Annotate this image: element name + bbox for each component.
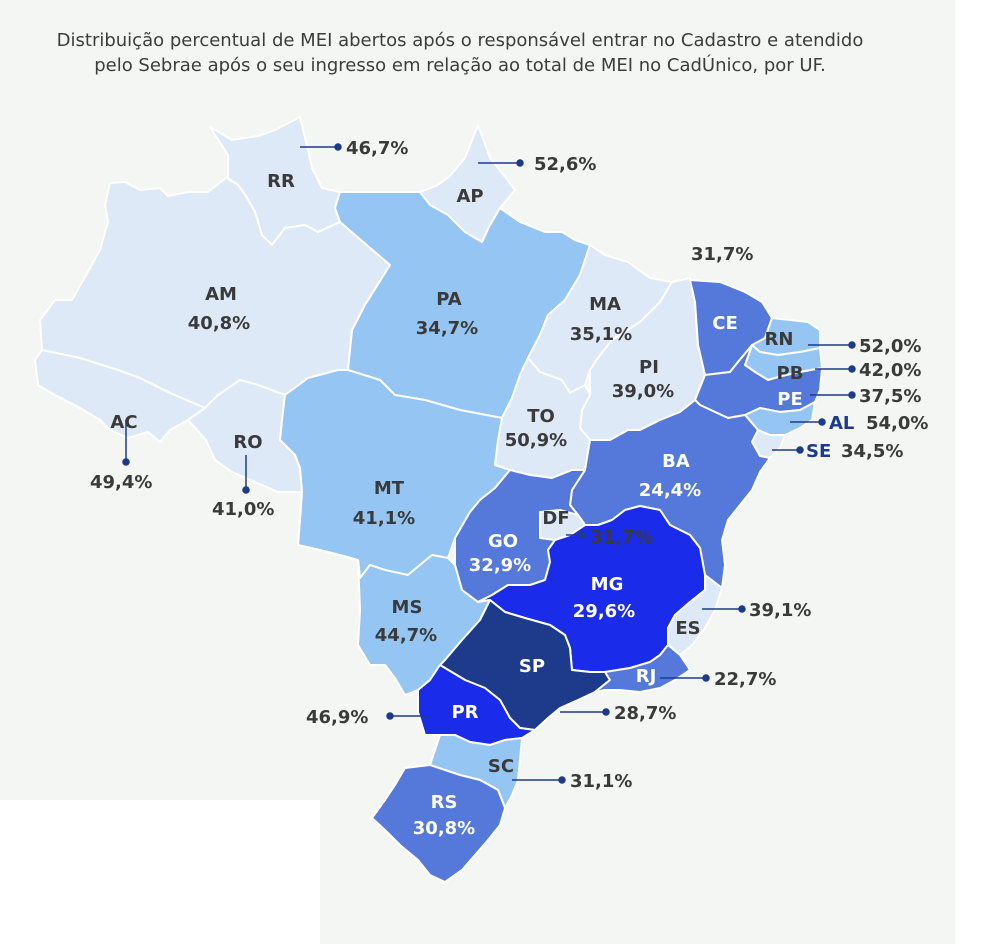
label-df: DF (542, 508, 569, 529)
label-rr: RR (267, 171, 295, 192)
value-al: 54,0% (866, 413, 928, 434)
value-rn: 52,0% (859, 336, 921, 357)
leader-ac-dot (122, 458, 130, 466)
value-ms: 44,7% (375, 625, 437, 646)
leader-rj-dot (702, 674, 710, 682)
value-go: 32,9% (469, 555, 531, 576)
blank-corner (0, 800, 320, 944)
state-rj (594, 644, 691, 693)
label-mg: MG (591, 574, 624, 595)
callout-al-label: AL (829, 413, 854, 434)
value-ma: 35,1% (570, 324, 632, 345)
value-ce: 31,7% (691, 244, 753, 265)
leader-pr-dot (386, 712, 394, 720)
label-mt: MT (374, 478, 405, 499)
value-es: 39,1% (749, 600, 811, 621)
value-ba: 24,4% (639, 480, 701, 501)
label-rn: RN (765, 329, 794, 350)
value-ap: 52,6% (534, 154, 596, 175)
label-go: GO (488, 531, 518, 552)
leader-pe-dot (848, 391, 856, 399)
value-ac: 49,4% (90, 472, 152, 493)
state-rs (371, 764, 506, 883)
leader-df-dot (578, 531, 586, 539)
value-rr: 46,7% (346, 138, 408, 159)
label-ac: AC (110, 412, 137, 433)
leader-es-dot (738, 605, 746, 613)
label-pe: PE (777, 389, 803, 410)
value-pb: 42,0% (859, 360, 921, 381)
title-line-2: pelo Sebrae após o seu ingresso em relaç… (94, 55, 826, 76)
value-mg: 29,6% (573, 601, 635, 622)
leader-sc-dot (558, 776, 566, 784)
value-to: 50,9% (505, 430, 567, 451)
leader-al-dot (818, 418, 826, 426)
value-se: 34,5% (841, 441, 903, 462)
label-pi: PI (639, 357, 659, 378)
value-rs: 30,8% (413, 818, 475, 839)
label-pr: PR (451, 702, 478, 723)
value-pr: 46,9% (306, 707, 368, 728)
label-ms: MS (392, 597, 423, 618)
value-sc: 31,1% (570, 771, 632, 792)
label-ma: MA (589, 294, 621, 315)
leader-rn-dot (848, 341, 856, 349)
value-rj: 22,7% (714, 669, 776, 690)
leader-ap-dot (516, 159, 524, 167)
brazil-map: RR AP AM PA MA CE RN PB PE PI AC RO TO B… (34, 116, 928, 883)
value-pe: 37,5% (859, 386, 921, 407)
state-ma (527, 244, 673, 394)
value-pa: 34,7% (416, 318, 478, 339)
title-line-1: Distribuição percentual de MEI abertos a… (56, 30, 864, 51)
label-sp: SP (519, 656, 545, 677)
label-rs: RS (431, 792, 458, 813)
label-ap: AP (456, 186, 483, 207)
leader-se-dot (796, 446, 804, 454)
leader-pb-dot (848, 365, 856, 373)
value-am: 40,8% (188, 313, 250, 334)
value-df: 31,7% (590, 527, 652, 548)
callout-se-label: SE (806, 441, 831, 462)
value-sp: 28,7% (614, 703, 676, 724)
value-mt: 41,1% (353, 508, 415, 529)
leader-rr-dot (334, 143, 342, 151)
leader-ro-dot (242, 486, 250, 494)
value-pi: 39,0% (612, 381, 674, 402)
label-ba: BA (662, 451, 690, 472)
label-es: ES (675, 618, 700, 639)
label-ce: CE (712, 313, 738, 334)
label-pa: PA (436, 289, 462, 310)
value-ro: 41,0% (212, 499, 274, 520)
map-figure: Distribuição percentual de MEI abertos a… (0, 0, 955, 944)
label-to: TO (527, 406, 555, 427)
map-title: Distribuição percentual de MEI abertos a… (20, 28, 900, 78)
label-sc: SC (488, 756, 514, 777)
leader-sp-dot (602, 708, 610, 716)
label-ro: RO (233, 432, 262, 453)
state-pr (417, 664, 536, 746)
label-pb: PB (777, 363, 804, 384)
label-am: AM (205, 284, 237, 305)
label-rj: RJ (636, 666, 657, 687)
state-ac (34, 349, 206, 443)
